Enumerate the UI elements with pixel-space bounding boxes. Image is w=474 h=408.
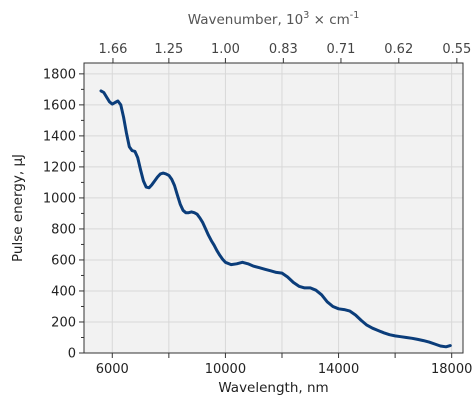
top-tick-label: 1.00 bbox=[211, 42, 240, 57]
top-tick-label: 1.25 bbox=[154, 42, 183, 57]
axes bbox=[79, 58, 464, 358]
y-tick-label: 1800 bbox=[43, 67, 76, 82]
x-axis-title: Wavelength, nm bbox=[218, 380, 328, 396]
x-tick-label: 6000 bbox=[96, 362, 129, 377]
top-tick-label: 0.83 bbox=[269, 42, 298, 57]
plot-frame bbox=[83, 62, 464, 354]
top-tick-label: 0.71 bbox=[326, 42, 355, 57]
y-tick-label: 200 bbox=[51, 315, 76, 330]
plot-area bbox=[84, 63, 463, 353]
axis-labels: 0 200 400 600 800 1000 1200 1400 1600 1800 6000 100… bbox=[10, 10, 472, 396]
y-tick-label: 800 bbox=[51, 222, 76, 237]
grid bbox=[84, 63, 463, 354]
series-line bbox=[99, 89, 452, 349]
y-axis-title: Pulse energy, µJ bbox=[10, 154, 26, 262]
y-tick-label: 1400 bbox=[43, 129, 76, 144]
y-tick-label: 400 bbox=[51, 284, 76, 299]
y-tick-label: 0 bbox=[68, 347, 76, 362]
x-tick-label: 10000 bbox=[205, 362, 246, 377]
y-tick-label: 1200 bbox=[43, 160, 76, 175]
y-tick-label: 1600 bbox=[43, 98, 76, 113]
y-tick-label: 600 bbox=[51, 253, 76, 268]
x-tick-label: 14000 bbox=[318, 362, 359, 377]
y-tick-label: 1000 bbox=[43, 191, 76, 206]
top-tick-label: 0.55 bbox=[442, 42, 471, 57]
top-tick-label: 1.66 bbox=[98, 42, 127, 57]
top-tick-label: 0.62 bbox=[384, 42, 413, 57]
x-tick-label: 18000 bbox=[431, 362, 472, 377]
top-axis-title: Wavenumber, 103 × cm-1 bbox=[188, 10, 360, 28]
series-layer bbox=[99, 89, 452, 349]
